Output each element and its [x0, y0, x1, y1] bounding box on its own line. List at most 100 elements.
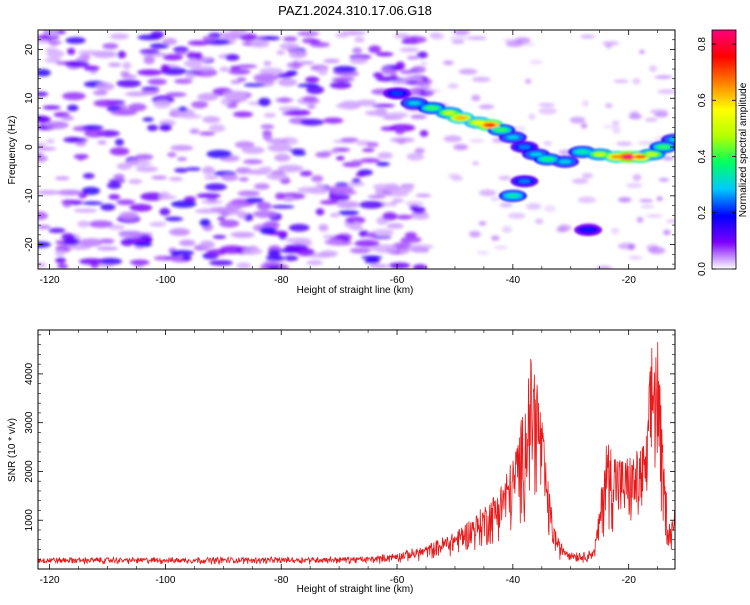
x-tick-label: -100 [155, 575, 175, 586]
noise-blob [420, 61, 428, 65]
noise-blob [93, 99, 118, 108]
noise-blob [407, 37, 419, 44]
noise-blob [430, 32, 445, 40]
noise-blob [451, 40, 465, 44]
noise-blob [204, 183, 227, 191]
noise-blob [199, 240, 215, 249]
noise-blob [92, 90, 108, 96]
noise-blob [351, 221, 361, 230]
noise-blob [170, 250, 195, 256]
noise-blob [109, 147, 130, 156]
noise-blob [535, 218, 544, 225]
noise-blob [580, 34, 596, 39]
ridge-core [657, 145, 670, 149]
noise-blob [649, 65, 657, 72]
noise-blob [654, 75, 673, 79]
noise-blob [638, 49, 646, 54]
noise-blob [469, 139, 485, 143]
noise-blob [405, 237, 421, 244]
noise-blob [54, 250, 66, 257]
x-tick-label: -80 [274, 575, 289, 586]
noise-blob [57, 263, 69, 269]
noise-blob [181, 254, 192, 261]
noise-blob [383, 185, 401, 192]
ridge-core [391, 91, 404, 96]
heatmap-area [38, 30, 675, 269]
noise-blob [165, 92, 187, 97]
noise-blob [351, 178, 361, 184]
colorbar-ticks: 0.0 0.2 0.4 0.6 0.8 [697, 37, 736, 276]
noise-blob [77, 50, 102, 55]
noise-blob [354, 36, 365, 43]
noise-blob [46, 121, 69, 130]
noise-blob [61, 115, 75, 121]
ridge-core [472, 120, 485, 125]
x-tick-label: -40 [506, 275, 521, 286]
noise-blob [263, 61, 272, 66]
noise-blob [392, 198, 404, 203]
noise-blob [525, 203, 542, 210]
noise-blob [109, 33, 130, 40]
noise-blob [477, 250, 490, 255]
noise-blob [399, 248, 410, 254]
noise-blob [640, 204, 654, 209]
noise-blob [373, 72, 384, 79]
noise-blob [185, 167, 202, 171]
noise-blob [410, 114, 428, 119]
noise-blob [538, 103, 556, 107]
noise-blob [571, 178, 589, 184]
noise-blob [122, 61, 132, 70]
noise-blob [297, 186, 319, 194]
colorbar-tick-label: 0.4 [697, 149, 708, 163]
noise-blob [416, 51, 428, 59]
noise-blob [38, 146, 57, 151]
noise-blob [108, 178, 126, 183]
ridge-core [425, 106, 438, 110]
noise-blob [259, 166, 273, 173]
noise-blob [388, 262, 411, 269]
noise-blob [114, 138, 124, 146]
noise-blob [613, 79, 629, 83]
ridge-core [408, 101, 421, 105]
noise-blob [147, 78, 167, 86]
noise-blob [84, 129, 106, 138]
noise-blob [250, 39, 270, 48]
noise-blob [202, 116, 221, 124]
ridge-core [645, 152, 658, 157]
noise-blob [265, 254, 285, 262]
noise-blob [582, 100, 589, 107]
noise-blob [491, 235, 500, 241]
noise-blob [329, 81, 352, 89]
noise-blob [263, 36, 281, 41]
noise-blob [658, 178, 670, 182]
noise-blob [46, 139, 55, 144]
noise-blob [569, 116, 586, 124]
noise-blob [605, 43, 612, 49]
noise-blob [116, 79, 142, 88]
noise-blob [602, 41, 620, 46]
noise-blob [385, 112, 409, 119]
noise-blob [282, 196, 295, 202]
noise-blob [319, 250, 338, 258]
noise-blob [538, 107, 557, 115]
noise-blob [447, 83, 459, 89]
noise-blob [174, 78, 193, 84]
noise-blob [443, 135, 462, 143]
noise-blob [223, 90, 247, 100]
noise-blob [330, 212, 340, 218]
noise-blob [167, 152, 177, 158]
noise-blob [543, 205, 556, 212]
noise-blob [376, 76, 398, 82]
ridge-core [611, 155, 624, 159]
noise-blob [241, 247, 263, 255]
y-tick-label: 2000 [24, 460, 35, 483]
noise-blob [168, 176, 183, 182]
noise-blob [125, 91, 148, 97]
noise-blob [335, 182, 349, 187]
noise-blob [38, 190, 60, 195]
noise-blob [81, 186, 101, 195]
noise-blob [179, 239, 196, 247]
noise-blob [402, 185, 414, 193]
noise-blob [297, 31, 320, 37]
